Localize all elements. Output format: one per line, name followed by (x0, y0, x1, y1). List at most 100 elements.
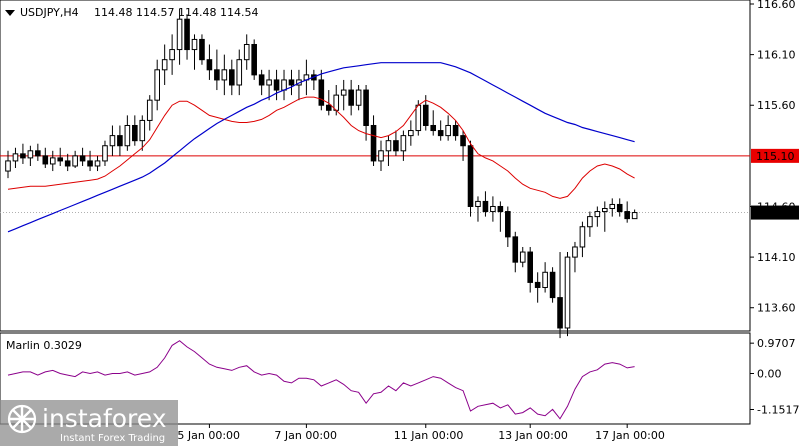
candle (482, 191, 489, 217)
candle (243, 34, 250, 70)
candle (490, 196, 496, 222)
candle (400, 130, 407, 161)
candle (5, 150, 11, 179)
price-series-layer (0, 9, 750, 339)
candle (12, 147, 19, 169)
axis-layer: 116.60116.10115.60114.60114.10113.60115.… (177, 0, 799, 442)
candle (191, 34, 198, 70)
candle (348, 79, 354, 116)
candle (363, 84, 369, 141)
candle (505, 206, 511, 247)
candle (587, 211, 593, 237)
instaforex-logo: instaforex Instant Forex Trading (0, 400, 178, 446)
candle (594, 206, 601, 227)
instaforex-logo-icon (7, 404, 37, 434)
candle (564, 252, 571, 337)
candle (534, 272, 541, 303)
candle (87, 150, 93, 172)
marlin-line (7, 340, 635, 420)
time-axis-label: 17 Jan 00:00 (595, 429, 665, 442)
candle (199, 34, 205, 65)
candle (154, 59, 160, 111)
candle (579, 221, 586, 258)
candle (236, 49, 243, 96)
current-price-tag: 114.54 (751, 205, 799, 220)
level-price-tag: 115.10 (751, 148, 799, 163)
candle (467, 140, 474, 217)
indicator-tick-label: 0.9707 (757, 337, 796, 350)
svg-text:115.10: 115.10 (756, 150, 795, 163)
candle (445, 115, 451, 141)
candle (169, 34, 175, 75)
candle (572, 241, 578, 273)
ohlc-readout: 114.48 114.57 114.48 114.54 (94, 6, 258, 19)
candle (251, 39, 257, 80)
candle (229, 59, 235, 96)
candle (378, 140, 384, 172)
candle (497, 201, 504, 232)
candle (318, 69, 325, 111)
candle (214, 49, 220, 91)
candle (452, 120, 459, 141)
candle (460, 130, 466, 161)
candle (42, 147, 49, 169)
price-tick-label: 116.10 (757, 49, 796, 62)
symbol-label: USDJPY,H4 (20, 6, 79, 19)
price-tick-label: 113.60 (757, 302, 796, 315)
candle (288, 69, 295, 96)
candle (35, 143, 41, 161)
svg-text:114.54: 114.54 (756, 207, 795, 220)
candle (72, 150, 78, 169)
price-tick-label: 116.60 (757, 0, 796, 11)
candle (370, 115, 377, 166)
indicator-tick-label: -1.1517 (757, 403, 799, 416)
candle (57, 147, 64, 166)
candle (184, 14, 190, 60)
candle (176, 9, 183, 65)
candle (117, 125, 123, 156)
candle (109, 125, 116, 156)
candle (393, 130, 399, 156)
candle (94, 155, 101, 172)
time-axis-label: 5 Jan 00:00 (177, 429, 240, 442)
candle (139, 115, 146, 151)
candle (146, 95, 153, 131)
candle (527, 246, 534, 293)
candle (20, 143, 26, 164)
ma-fast-line (7, 96, 635, 199)
candle (422, 95, 429, 131)
watermark-brand: instaforex (42, 404, 167, 433)
candle (102, 140, 108, 166)
candle (266, 69, 272, 101)
candle (273, 69, 280, 101)
watermark-tagline: Instant Forex Trading (60, 433, 165, 444)
candle (549, 267, 556, 303)
candle (340, 79, 347, 111)
time-axis-label: 13 Jan 00:00 (498, 429, 568, 442)
candle (624, 201, 630, 223)
time-axis-label: 7 Jan 00:00 (274, 429, 337, 442)
candle (49, 150, 56, 172)
candle (355, 84, 362, 111)
candle (557, 252, 563, 339)
candle (437, 120, 444, 141)
time-axis-label: 11 Jan 00:00 (394, 429, 464, 442)
candle (124, 115, 131, 151)
chart-menu-triangle-icon[interactable] (5, 10, 15, 16)
candle (64, 153, 71, 172)
candle (475, 196, 481, 222)
candle (408, 120, 414, 146)
candle (616, 198, 623, 217)
candle (512, 231, 519, 273)
candle (221, 54, 228, 96)
indicator-label: Marlin 0.3029 (6, 339, 82, 352)
candle (542, 262, 548, 293)
price-tick-label: 114.10 (757, 251, 796, 264)
candle (132, 115, 138, 146)
candle (258, 69, 265, 96)
candle (609, 198, 616, 217)
price-panel (0, 0, 751, 332)
candle (206, 44, 213, 80)
ma-slow-line (7, 62, 635, 233)
